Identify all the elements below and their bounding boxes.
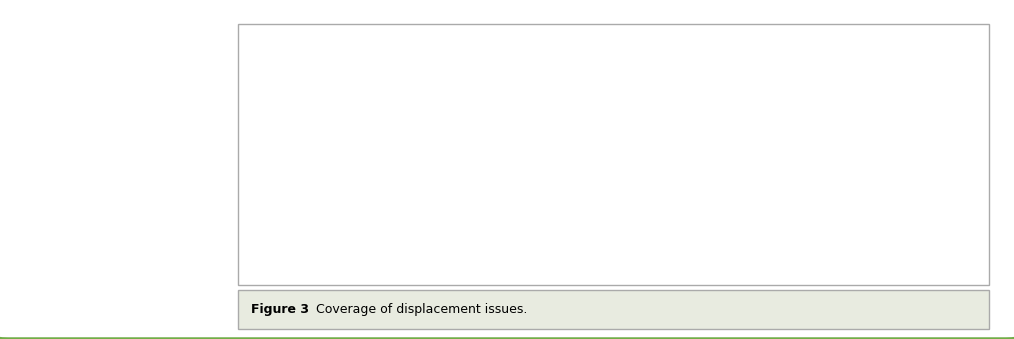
Text: 4.20%: 4.20% bbox=[317, 68, 357, 81]
Wedge shape bbox=[371, 55, 441, 154]
Text: 83.30%: 83.30% bbox=[443, 192, 491, 205]
Text: Figure 3: Figure 3 bbox=[251, 303, 309, 316]
Legend: Dam, port, National park: Dam, port, National park bbox=[591, 108, 723, 191]
Wedge shape bbox=[342, 55, 540, 253]
Text: Coverage of displacement issues.: Coverage of displacement issues. bbox=[304, 303, 527, 316]
Text: 12.50%: 12.50% bbox=[368, 29, 416, 42]
Wedge shape bbox=[355, 84, 441, 154]
